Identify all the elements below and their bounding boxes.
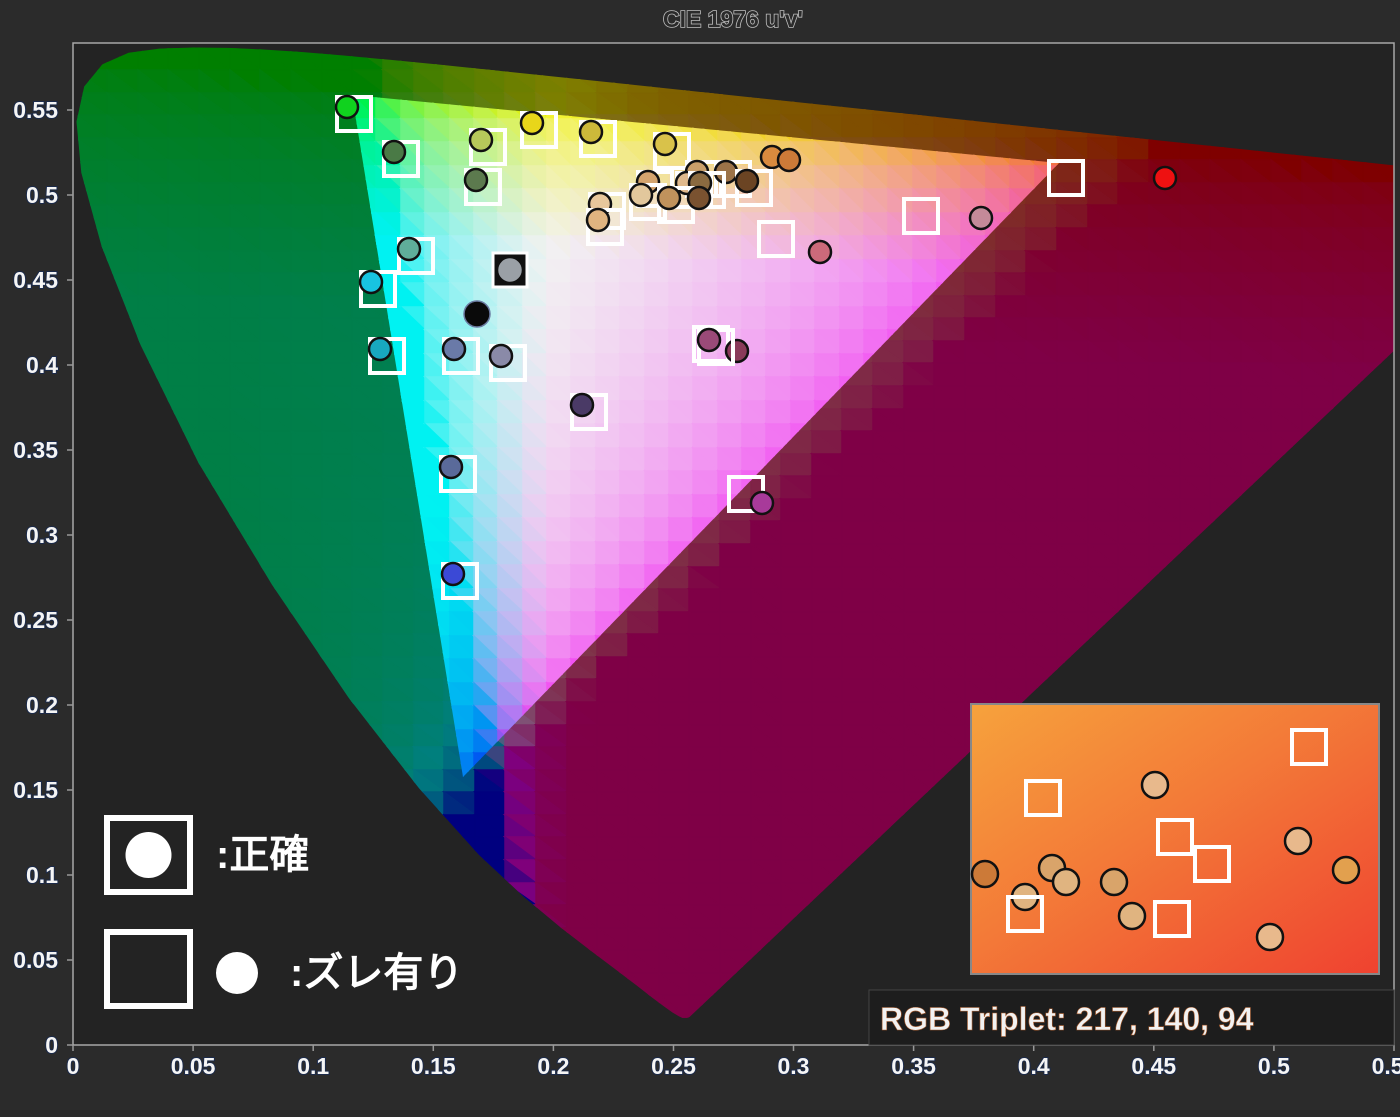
svg-text::正確: :正確 (216, 833, 309, 877)
svg-text:0.5: 0.5 (1258, 1053, 1290, 1079)
svg-text:0.45: 0.45 (1131, 1053, 1176, 1079)
svg-text::ズレ有り: :ズレ有り (290, 951, 463, 995)
svg-text:0.15: 0.15 (13, 777, 58, 803)
svg-text:0.05: 0.05 (13, 947, 58, 973)
svg-text:0.55: 0.55 (13, 97, 58, 123)
svg-text:0.15: 0.15 (411, 1053, 456, 1079)
svg-text:0: 0 (45, 1032, 58, 1058)
svg-text:0: 0 (67, 1053, 80, 1079)
svg-text:0.35: 0.35 (891, 1053, 936, 1079)
svg-text:0.1: 0.1 (26, 862, 58, 888)
svg-text:0.25: 0.25 (13, 607, 58, 633)
svg-text:0.4: 0.4 (26, 352, 58, 378)
svg-text:0.2: 0.2 (26, 692, 58, 718)
svg-text:0.55: 0.55 (1372, 1053, 1400, 1079)
svg-text:0.5: 0.5 (26, 182, 58, 208)
svg-text:0.35: 0.35 (13, 437, 58, 463)
svg-text:0.4: 0.4 (1018, 1053, 1050, 1079)
svg-text:0.25: 0.25 (651, 1053, 696, 1079)
svg-text:0.05: 0.05 (171, 1053, 216, 1079)
svg-text:0.3: 0.3 (26, 522, 58, 548)
svg-text:0.45: 0.45 (13, 267, 58, 293)
svg-text:0.1: 0.1 (297, 1053, 329, 1079)
svg-text:RGB Triplet: 217, 140, 94: RGB Triplet: 217, 140, 94 (880, 1001, 1254, 1037)
svg-text:0.3: 0.3 (778, 1053, 810, 1079)
svg-text:CIE 1976 u'v': CIE 1976 u'v' (663, 6, 803, 32)
svg-text:0.2: 0.2 (537, 1053, 569, 1079)
